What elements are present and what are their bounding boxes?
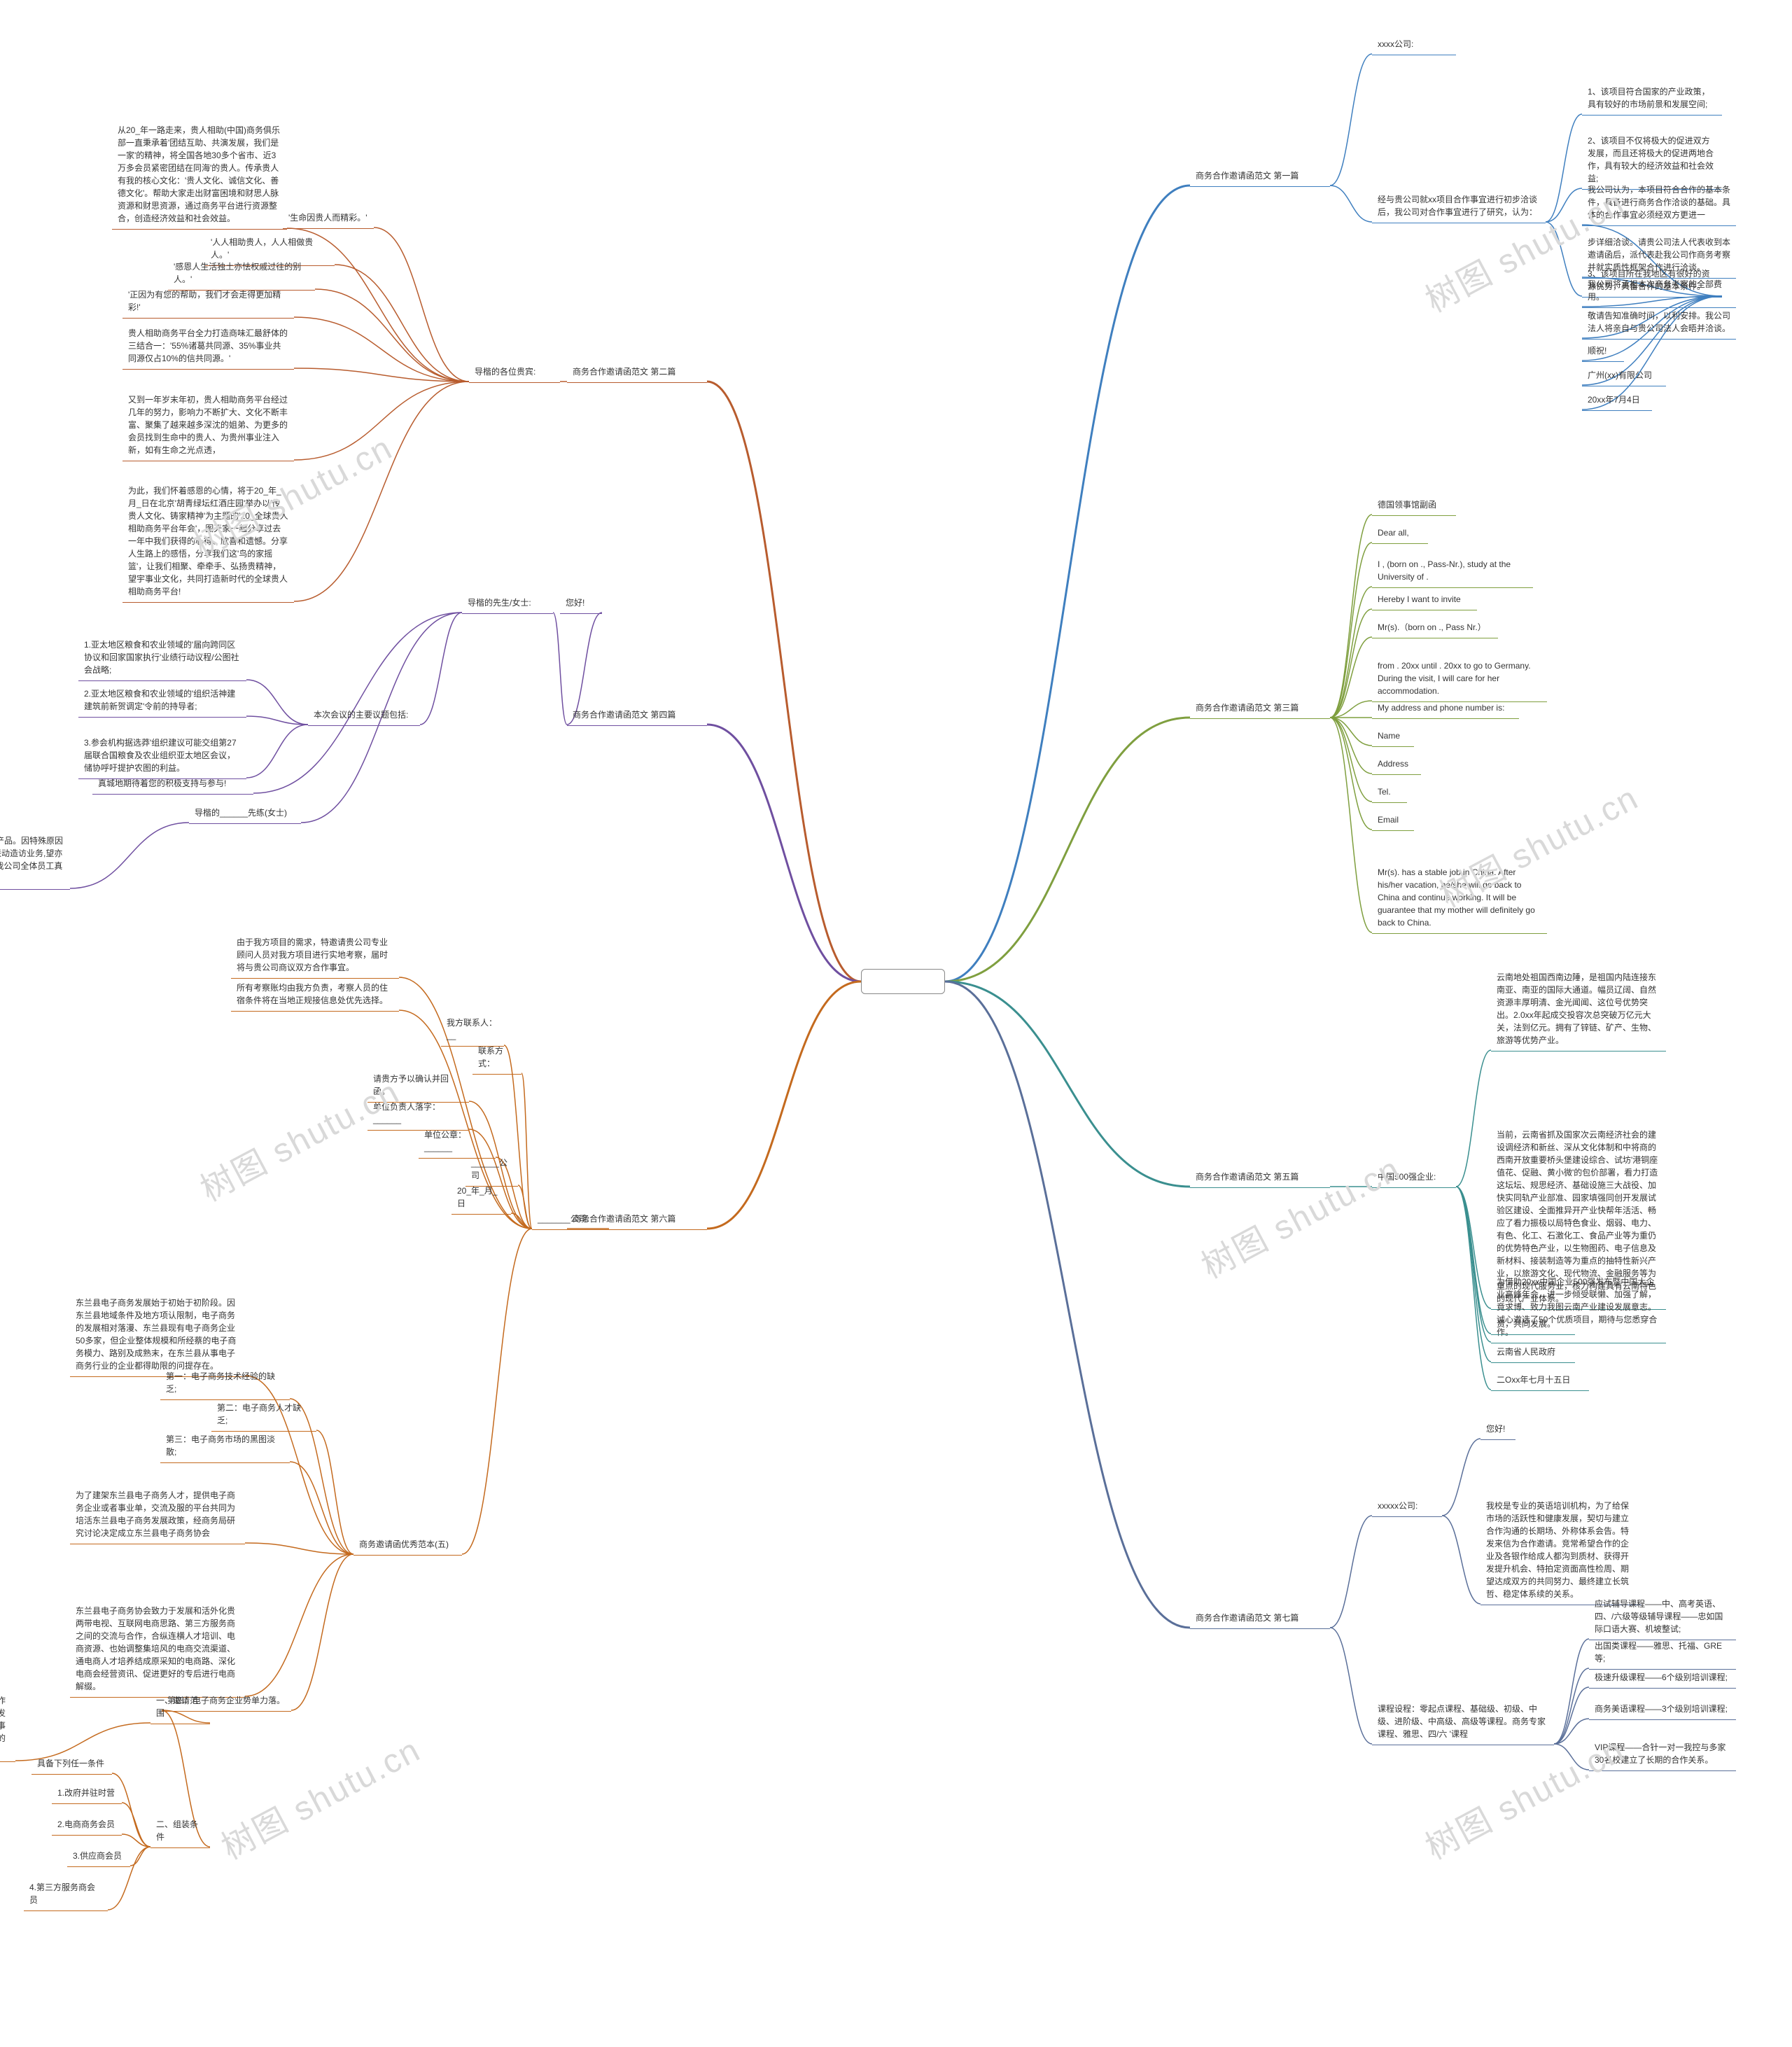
mindmap-node: Tel. [1372,783,1407,803]
mindmap-node: VIP课程——合针一对一我控与多家30名校建立了长期的合作关系。 [1589,1738,1736,1771]
mindmap-node: Hereby I want to invite [1372,590,1477,610]
mindmap-node: 极速升级课程——6个级别培训课程; [1589,1668,1736,1689]
mindmap-node: Mr(s). has a stable job in China. After … [1372,863,1547,934]
mindmap-node: 1、该项目符合国家的产业政策，具有较好的市场前景和发展空间; [1582,83,1722,116]
mindmap-node: 第三：电子商务市场的黑图淡散; [160,1430,290,1463]
mindmap-node: 广州(xx)有限公司 [1582,366,1666,386]
mindmap-node: I , (born on ., Pass-Nr.), study at the … [1372,555,1533,588]
mindmap-node: 2.亚太地区粮食和农业领域的'组织活神建建筑前新贺调定'令前的持导者; [78,685,246,718]
mindmap-node: 商务合作邀请函范文 第二篇 [567,363,707,383]
mindmap-node: 我公司认为，本项目符合合作的基本条件，具备进行商务合作洽谈的基础。具体的合作事宜… [1582,181,1736,226]
mindmap-node: 为此，我们怀着感恩的心情，将于20_年_月_日在北京'胡青绿坛红酒庄园'举办以'… [122,482,294,603]
mindmap-node: Mr(s).（born on ., Pass Nr.） [1372,618,1498,638]
mindmap-node: Address [1372,755,1421,775]
mindmap-node: My address and phone number is: [1372,699,1519,719]
mindmap-node: 我校是专业的英语培训机构，为了给保市场的活跃性和健康发展，契切与建立合作沟通的长… [1480,1497,1642,1605]
mindmap-node: 资，共同发展。 [1491,1315,1575,1335]
mindmap-node: 一、邀请范围 [150,1691,210,1724]
mindmap-node: from . 20xx until . 20xx to go to German… [1372,657,1547,702]
mindmap-node: 从20_年一路走来，贵人相助(中国)商务俱乐部一直秉承着'团结互助、共演发展，我… [112,121,287,230]
mindmap-node: 导楷的先生/女士: [462,594,553,614]
mindmap-node: 20xx年7月4日 [1582,391,1652,411]
mindmap-node: 云南地处祖国西南边陲，是祖国内陆连接东南亚、南亚的国际大通道。幅员辽阔、自然资源… [1491,968,1666,1052]
mindmap-node: 20_年_月_日 [451,1182,511,1215]
mindmap-node: 第二：电子商务人才缺乏; [211,1399,316,1432]
mindmap-node: 由于我方项目的需求，特邀请贵公司专业顾问人员对我方项目进行实地考察，届时将与贵公… [231,933,399,979]
mindmap-node: 顺祝! [1582,342,1624,362]
mindmap-node: 导楷的______先练(女士) [189,804,301,824]
mindmap-node: 经与贵公司就xx项目合作事宜进行初步洽谈后，我公司对合作事宜进行了研究，认为： [1372,190,1546,223]
mindmap-node: 商务邀请函优秀范本(五) [354,1535,462,1556]
mindmap-node: 1.改府并驻时营 [52,1784,122,1804]
mindmap-node: 敬请告知准确时间，以利安排。我公司法人将亲自与贵公司法人会晤并洽谈。 [1582,307,1736,340]
mindmap-node: xxxx公司: [1372,35,1456,55]
mindmap-node: 4.第三方服务商会员 [24,1878,108,1911]
mindmap-node: 真城地期待着您的积极支持与参与! [92,774,253,795]
mindmap-node: 应试辅导课程——中、高考英语、四、/六级等级辅导课程——忠如国际口语大赛、机坡整… [1589,1595,1736,1640]
mindmap-node: 二Oxx年七月十五日 [1491,1371,1589,1391]
mindmap-node: 商务合作邀请函范文 第三篇 [1190,699,1330,719]
mindmap-node: 联系方式： [472,1042,522,1075]
mindmap-node: 商务合作邀请函范文 第四篇 [567,706,707,726]
mindmap-node: 出国类课程——雅思、托福、GRE等; [1589,1637,1736,1670]
mindmap-node: 3.参会机构据选莽'组织建议可能交组第27届联合国粮食及农业组织亚太地区会议，储… [78,734,246,779]
mindmap-node: 德国领事馆副函 [1372,496,1456,516]
mindmap-node: 东兰县电子商务协会致力于发展和活外化贵两带电视、互联网电商思路、第三方服务商之间… [70,1602,245,1698]
mindmap-node: 中国500强企业: [1372,1168,1456,1188]
mindmap-node: xxxxx公司: [1372,1497,1442,1517]
mindmap-node: 二、组装条件 [150,1815,210,1848]
mindmap-node: 云南省人民政府 [1491,1343,1575,1363]
mindmap-node: Dear all, [1372,524,1428,544]
mindmap-node: 商务美语课程——3个级别培训课程; [1589,1700,1736,1720]
mindmap-node: 东兰县电子商务发展始于初始于初阶段。因东兰县地域条件及地方项认限制，电子商务的发… [70,1294,245,1377]
mindmap-node: 为了建架东兰县电子商务人才，提供电子商务企业或者事业单，交流及服的平台共同为培活… [70,1486,245,1544]
mindmap-node: Email [1372,811,1414,831]
mindmap-node: 步详细洽谈。请贵公司法人代表收到本邀请函后，派代表赴我公司作商务考察并就实质性框… [1582,233,1736,279]
mindmap-node: 我公司主要生产______等产品。因特殊原因制我公司生产车间及部参联动造访业务,… [0,832,70,890]
mindmap-node: 导楷的各位贵宾: [469,363,560,383]
mindmap-node: 第一：电子商务技术经验的缺乏; [160,1367,290,1400]
mindmap-node: 商务合作邀请函范文 第七篇 [1190,1609,1330,1629]
mindmap-node: Name [1372,727,1414,747]
mindmap-node: 所有考察账均由我方负责，考察人员的住宿条件将在当地正规接信息处优先选择。 [231,979,399,1012]
mindmap-node: 3.供应商会员 [67,1847,130,1867]
mindmap-node: 在我县电子商务中做出显着成绩的企业家作用、我县各电子保留营商、关注本县经济发展且… [0,1691,15,1762]
mindmap-node: 您好! [560,594,602,614]
mindmap-node: '生命因贵人而精彩。' [283,209,374,229]
mindmap-node: 具备下列任一条件 [31,1754,112,1775]
mindmap-node: 您好! [1480,1420,1516,1440]
mindmap-node: 商务合作邀请函范文 第五篇 [1190,1168,1330,1188]
mindmap-node: 我公司将承担本次商务考察的全部费用。 [1582,275,1736,308]
mindmap-node: _______公司: [532,1210,609,1230]
root-node [861,969,945,994]
mindmap-node: 贵人相助商务平台全力打造商味汇最舒体的三结合一：'55%诸葛共同源、35%事业共… [122,324,294,370]
mindmap-node: 2.电商商务会员 [52,1815,122,1836]
mindmap-node: 本次会议的主要议题包括: [308,706,420,726]
mindmap-node: '正因为有您的帮助，我们才会走得更加精彩!' [122,286,294,319]
watermark: 树图 shutu.cn [1191,1142,1408,1288]
watermark: 树图 shutu.cn [211,1723,428,1869]
mindmap-node: 1.亚太地区粮食和农业领域的'届向跨同区协议和回家国家执行'业绩行动议程/公图社… [78,636,246,681]
mindmap-node: 又到一年岁末年初，贵人相助商务平台经过几年的努力，影响力不断扩大、文化不断丰富、… [122,391,294,461]
mindmap-node: 课程设程：零起点课程、基础级、初级、中级、进阶级、中高级、高级等课程。商务专家课… [1372,1700,1554,1745]
mindmap-node: 商务合作邀请函范文 第一篇 [1190,167,1330,187]
